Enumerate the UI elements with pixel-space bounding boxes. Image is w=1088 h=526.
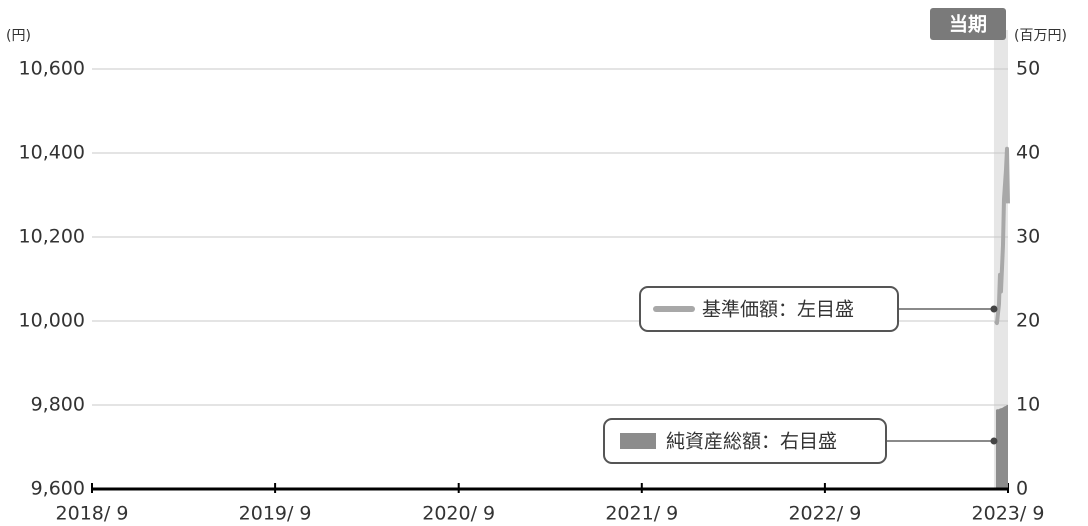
- y-tick-label: 10,600: [19, 58, 85, 80]
- y-tick-label: 9,600: [31, 478, 85, 500]
- y2-tick-label: 20: [1016, 310, 1040, 332]
- y2-tick-label: 10: [1016, 394, 1040, 416]
- y-tick-label: 10,400: [19, 142, 85, 164]
- y-tick-label: 10,000: [19, 310, 85, 332]
- x-tick-label: 2018/ 9: [56, 503, 129, 525]
- y-tick-label: 9,800: [31, 394, 85, 416]
- callout-dot: [990, 437, 998, 445]
- callout-dot: [990, 305, 998, 313]
- x-tick-label: 2023/ 9: [972, 503, 1045, 525]
- period-label: 当期: [949, 13, 987, 36]
- x-tick-label: 2019/ 9: [239, 503, 312, 525]
- period-badge: [930, 8, 1006, 40]
- legend-box: [603, 418, 887, 464]
- y2-unit: (百万円): [1014, 28, 1067, 44]
- y2-tick-label: 40: [1016, 142, 1040, 164]
- legend-label: 基準価額：左目盛: [702, 299, 854, 321]
- line: [994, 146, 1010, 326]
- y-unit: (円): [6, 28, 31, 44]
- y2-tick-label: 30: [1016, 226, 1040, 248]
- legend-swatch: [620, 433, 656, 449]
- y-tick-label: 10,200: [19, 226, 85, 248]
- y2-tick-label: 50: [1016, 58, 1040, 80]
- x-tick-label: 2022/ 9: [788, 503, 861, 525]
- legend-box: [639, 286, 899, 332]
- x-tick-label: 2021/ 9: [605, 503, 678, 525]
- y2-tick-label: 0: [1016, 478, 1028, 500]
- legend-label: 純資産総額：右目盛: [666, 431, 837, 453]
- x-tick-label: 2020/ 9: [422, 503, 495, 525]
- area: [995, 405, 1008, 489]
